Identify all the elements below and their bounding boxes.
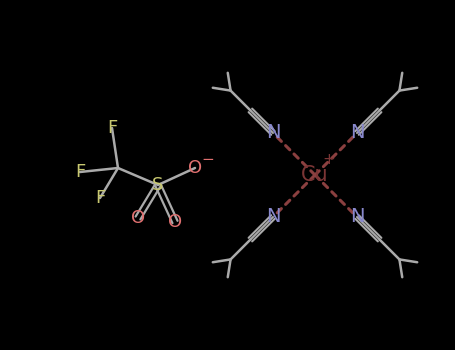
Text: +: + (323, 153, 335, 168)
Text: F: F (75, 163, 85, 181)
Text: O: O (188, 159, 202, 177)
Text: −: − (202, 153, 214, 168)
Text: N: N (266, 208, 280, 226)
Text: Cu: Cu (301, 165, 329, 185)
Text: S: S (152, 176, 164, 194)
Text: N: N (350, 208, 364, 226)
Text: O: O (131, 209, 145, 227)
Text: N: N (350, 124, 364, 142)
Text: O: O (168, 213, 182, 231)
Text: F: F (107, 119, 117, 137)
Text: N: N (266, 124, 280, 142)
Text: F: F (95, 189, 105, 207)
